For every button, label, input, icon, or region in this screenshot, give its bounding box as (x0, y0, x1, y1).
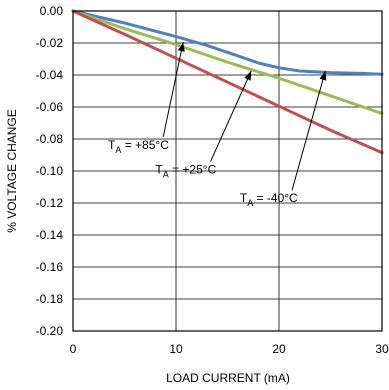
y-tick-label: -0.10 (36, 164, 64, 178)
series-line-0 (71, 9, 384, 76)
annotation-arrow-2 (291, 70, 326, 191)
y-axis-label: % VOLTAGE CHANGE (5, 109, 19, 233)
x-axis-label: LOAD CURRENT (mA) (166, 371, 290, 385)
y-tick-label: -0.14 (36, 228, 64, 242)
y-tick-label: 0.00 (40, 4, 64, 18)
plot-frame (72, 10, 383, 332)
x-tick-label: 0 (70, 342, 77, 356)
annotation-label-1: TA = +25°C (155, 162, 216, 179)
series-line-2 (71, 9, 384, 155)
series-lines (71, 9, 384, 155)
y-tick-label: -0.06 (36, 100, 64, 114)
annotation-label-2: TA = -40°C (240, 191, 298, 208)
y-tick-label: -0.18 (36, 292, 64, 306)
y-tick-label: -0.02 (36, 36, 64, 50)
annotation-arrowhead-0 (177, 42, 185, 52)
annotation-arrow-0 (162, 42, 184, 138)
y-tick-label: -0.20 (36, 324, 64, 338)
y-tick-label: -0.08 (36, 132, 64, 146)
x-tick-label: 30 (375, 342, 389, 356)
y-tick-label: -0.16 (36, 260, 64, 274)
y-tick-label: -0.04 (36, 68, 64, 82)
annotation-arrowhead-2 (319, 71, 327, 81)
annotation-label-0: TA = +85°C (108, 138, 169, 155)
tick-labels: 0.00 -0.02 -0.04 -0.06 -0.08 -0.10 -0.12 -0.14 -… (36, 4, 389, 356)
series-line-1 (71, 9, 384, 115)
x-tick-label: 20 (272, 342, 286, 356)
x-tick-label: 10 (169, 342, 183, 356)
annotation-arrow-1 (210, 70, 252, 162)
annotations: TA = +85°C TA = +25°C TA = -40°C (108, 42, 327, 208)
y-tick-label: -0.12 (36, 196, 64, 210)
annotation-arrowhead-1 (244, 71, 252, 81)
